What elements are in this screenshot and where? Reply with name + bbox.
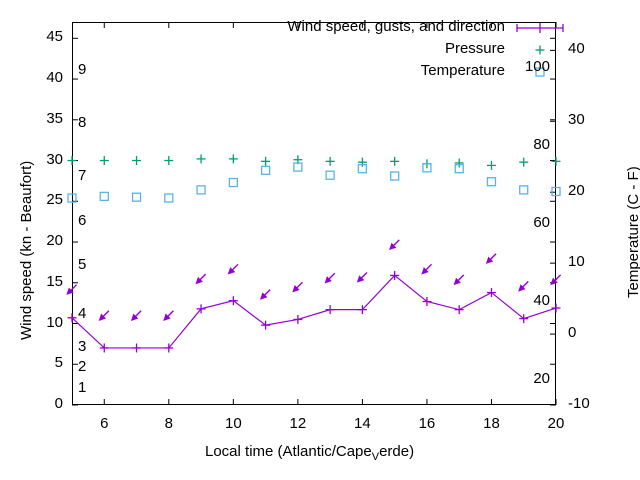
y-tick-label: 10 [46, 313, 63, 331]
y-tick-label: 5 [54, 354, 63, 372]
beaufort-label: 8 [78, 113, 87, 131]
x-tick-label: 8 [164, 415, 173, 432]
beaufort-label: 2 [78, 358, 87, 376]
wind-direction-arrow [389, 239, 400, 251]
fahrenheit-label: 60 [533, 214, 550, 232]
wind-direction-arrow [130, 310, 142, 321]
temperature-marker [131, 192, 142, 202]
wind-direction-arrow [195, 273, 207, 285]
temperature-marker [67, 193, 77, 203]
beaufort-label: 9 [78, 60, 87, 78]
x-tick-label: 14 [354, 415, 371, 432]
x-tick-label: 6 [100, 415, 109, 432]
plot-area [72, 22, 556, 405]
y2-tick-label: 10 [568, 253, 585, 271]
y-tick-label: 45 [46, 28, 63, 46]
y2-axis-title: Temperature (C - F) [625, 166, 640, 298]
x-axis-title-main: Local time (Atlantic/Cape [205, 443, 372, 460]
temperature-marker [486, 177, 497, 187]
x-tick-label: 18 [483, 415, 500, 432]
beaufort-label: 1 [78, 378, 87, 396]
temperature-marker [196, 185, 206, 195]
wind-direction-arrow [227, 263, 239, 275]
y2-tick-label: 40 [568, 40, 585, 58]
wind-direction-arrow [421, 263, 433, 275]
temperature-marker [551, 186, 561, 197]
wind-direction-arrow [356, 271, 368, 283]
temperature-marker [390, 171, 400, 181]
legend-label-0: Wind speed, gusts, and direction [287, 18, 505, 35]
fahrenheit-label: 20 [533, 370, 550, 388]
fahrenheit-label: 80 [533, 136, 550, 154]
x-axis-title-tail: erde) [379, 443, 415, 460]
x-axis-title: Local time (Atlantic/CapeVerde) [205, 443, 415, 463]
y2-tick-label: 0 [568, 324, 577, 342]
wind-direction-arrow [550, 274, 562, 286]
wind-direction-arrow [98, 310, 110, 321]
wind-direction-arrow [485, 253, 497, 264]
legend-key-temperature [535, 67, 545, 77]
y-tick-label: 30 [46, 150, 63, 168]
temperature-marker [454, 164, 464, 174]
x-tick-label: 20 [547, 415, 565, 432]
y2-tick-label: -10 [568, 395, 590, 412]
legend-label-1: Pressure [444, 40, 505, 57]
wind-direction-arrow [453, 274, 465, 286]
temperature-marker [99, 191, 109, 202]
wind-direction-arrow [260, 289, 271, 300]
fahrenheit-label: 100 [524, 58, 550, 76]
temperature-marker [293, 162, 303, 172]
y2-tick-label: 20 [568, 182, 585, 200]
beaufort-label: 5 [78, 256, 87, 274]
x-tick-label: 10 [224, 415, 242, 432]
y-tick-label: 15 [46, 272, 63, 290]
wind-direction-arrow [163, 310, 174, 321]
temperature-marker [228, 177, 238, 188]
y-tick-label: 0 [54, 395, 63, 412]
wind-direction-arrow [324, 272, 336, 284]
y-tick-label: 25 [46, 191, 63, 209]
beaufort-label: 3 [78, 337, 87, 355]
wind-direction-arrow [518, 280, 529, 292]
y-tick-label: 35 [46, 109, 63, 127]
x-axis-title-subscript: V [371, 451, 380, 463]
fahrenheit-label: 40 [533, 292, 550, 310]
x-tick-label: 16 [418, 415, 436, 432]
legend-label-2: Temperature [420, 62, 505, 79]
temperature-marker [422, 163, 432, 173]
temperature-marker [260, 165, 271, 175]
y-tick-label: 40 [46, 69, 63, 87]
wind-direction-arrow [66, 284, 78, 295]
temperature-marker [325, 170, 335, 180]
y-axis-title: Wind speed (kn - Beaufort) [18, 160, 35, 340]
beaufort-label: 7 [78, 166, 87, 184]
temperature-marker [519, 185, 529, 195]
beaufort-label: 4 [78, 305, 87, 323]
beaufort-label: 6 [78, 211, 87, 229]
y2-tick-label: 30 [568, 111, 585, 129]
temperature-marker [164, 193, 174, 203]
wind-speed-line [71, 274, 557, 349]
x-tick-label: 12 [289, 415, 307, 432]
wind-direction-arrow [292, 281, 303, 293]
temperature-marker [357, 164, 368, 174]
y-tick-label: 20 [46, 232, 63, 250]
